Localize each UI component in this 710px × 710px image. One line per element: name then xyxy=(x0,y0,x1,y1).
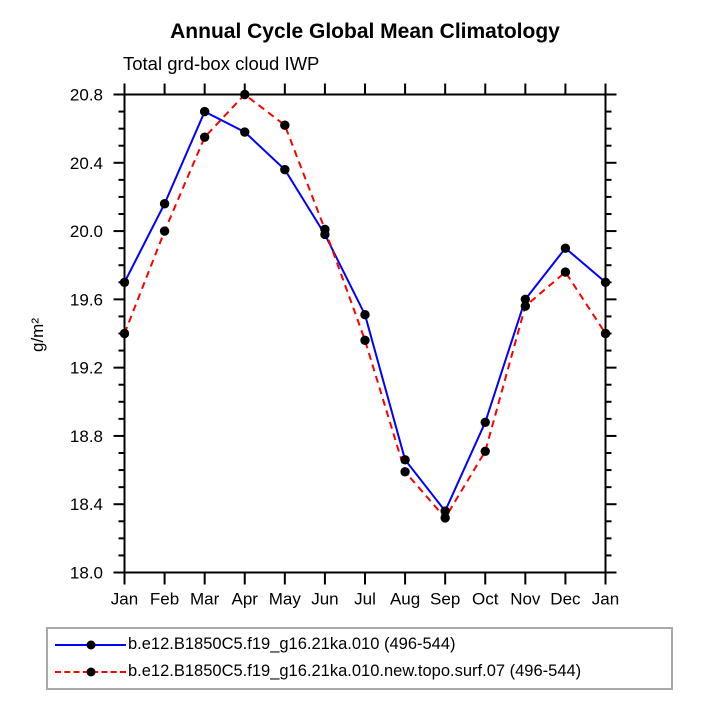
data-point-marker xyxy=(400,467,410,477)
data-point-marker xyxy=(320,224,330,235)
data-point-marker xyxy=(240,127,250,137)
series-line xyxy=(123,93,607,520)
data-point-marker xyxy=(440,513,450,523)
data-point-marker xyxy=(480,417,490,427)
data-point-marker xyxy=(119,277,130,287)
data-point-marker xyxy=(159,226,170,236)
month-label: Oct xyxy=(472,590,499,609)
data-point-marker xyxy=(560,243,571,253)
data-point-marker xyxy=(199,132,210,142)
chart-title: Annual Cycle Global Mean Climatology xyxy=(170,20,560,43)
marker-dot-icon xyxy=(86,640,95,649)
data-point-marker xyxy=(280,164,290,175)
legend-item-label: b.e12.B1850C5.f19_g16.21ka.010 (496-544) xyxy=(128,635,456,653)
month-label: Jan xyxy=(592,590,619,609)
data-point-marker xyxy=(520,294,531,305)
y-tick-label: 20.4 xyxy=(70,154,103,173)
data-point-marker xyxy=(440,506,450,516)
marker-dot-icon xyxy=(86,667,95,676)
data-point-marker xyxy=(119,328,130,339)
month-label: Jan xyxy=(111,590,138,609)
data-point-marker xyxy=(199,106,210,117)
chart-subtitle: Total grd-box cloud IWP xyxy=(123,53,320,74)
month-label: May xyxy=(269,590,302,609)
legend-item: b.e12.B1850C5.f19_g16.21ka.010 (496-544) xyxy=(48,631,671,658)
y-tick-label: 18.4 xyxy=(70,495,103,514)
y-tick-label: 19.2 xyxy=(70,359,103,378)
legend-line-sample xyxy=(55,667,126,677)
month-label: Feb xyxy=(150,590,179,609)
y-tick-label: 19.6 xyxy=(70,290,103,309)
legend-item-label: b.e12.B1850C5.f19_g16.21ka.010.new.topo.… xyxy=(128,662,582,680)
month-label: Nov xyxy=(510,590,541,609)
month-label: Jun xyxy=(311,590,338,609)
data-point-marker xyxy=(240,89,250,100)
y-tick-label: 20.8 xyxy=(70,86,103,105)
legend-line-sample xyxy=(55,640,126,650)
axis-frame xyxy=(123,93,607,574)
data-point-marker xyxy=(400,455,410,465)
data-point-marker xyxy=(360,310,370,320)
data-point-marker xyxy=(600,277,611,287)
data-point-marker xyxy=(280,120,290,130)
legend-item: b.e12.B1850C5.f19_g16.21ka.010.new.topo.… xyxy=(48,658,671,685)
data-point-marker xyxy=(520,301,531,311)
data-point-marker xyxy=(560,267,571,277)
data-point-marker xyxy=(480,446,490,456)
y-tick-label: 20.0 xyxy=(70,222,103,241)
month-label: Jul xyxy=(354,590,376,609)
data-point-marker xyxy=(600,328,611,339)
month-label: Aug xyxy=(390,590,420,609)
data-point-marker xyxy=(360,335,370,346)
month-label: Mar xyxy=(190,590,220,609)
data-point-marker xyxy=(159,199,170,209)
month-label: Apr xyxy=(232,590,259,609)
legend-box: b.e12.B1850C5.f19_g16.21ka.010 (496-544)… xyxy=(46,627,673,690)
y-tick-label: 18.0 xyxy=(70,564,103,583)
month-label: Dec xyxy=(550,590,581,609)
y-tick-label: 18.8 xyxy=(70,427,103,446)
month-label: Sep xyxy=(430,590,460,609)
